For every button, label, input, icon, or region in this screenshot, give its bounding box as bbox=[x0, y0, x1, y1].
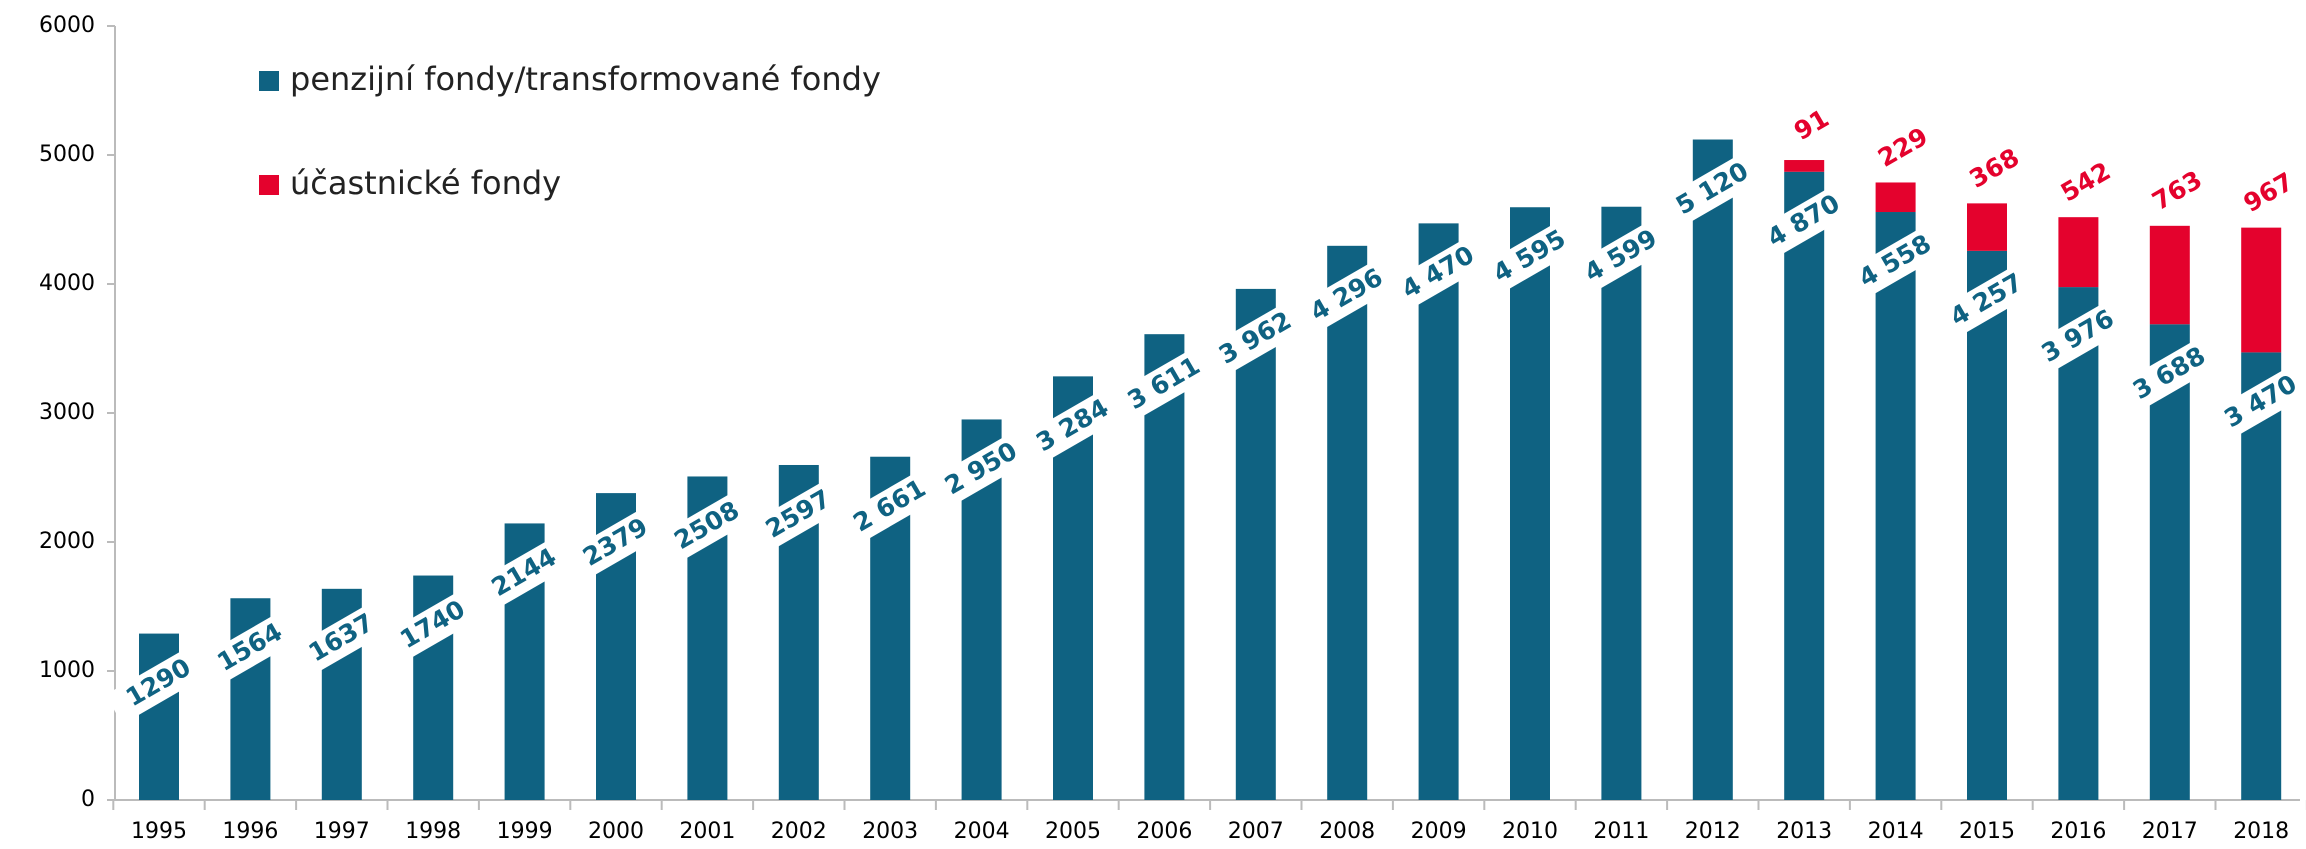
x-tick-label: 2011 bbox=[1593, 819, 1649, 844]
data-label-group: 967 bbox=[2239, 167, 2299, 218]
label-break bbox=[1385, 232, 1493, 315]
x-tick-label: 2018 bbox=[2233, 819, 2289, 844]
data-label-group: 542 bbox=[2056, 156, 2116, 207]
x-tick-label: 2005 bbox=[1045, 819, 1101, 844]
label-break bbox=[2024, 296, 2132, 378]
bar bbox=[1418, 223, 1459, 800]
data-label: 229 bbox=[1873, 122, 1933, 173]
x-tick-label: 2001 bbox=[679, 819, 735, 844]
label-break bbox=[1933, 260, 2041, 342]
label-break bbox=[1110, 343, 1218, 425]
data-label-group: 368 bbox=[1964, 142, 2024, 193]
label-break bbox=[562, 502, 670, 584]
bar bbox=[1510, 207, 1550, 800]
x-tick-label: 2016 bbox=[2050, 819, 2106, 844]
x-tick-label: 2007 bbox=[1228, 819, 1284, 844]
bar bbox=[1327, 245, 1368, 801]
data-label: 91 bbox=[1789, 103, 1834, 146]
x-tick-label: 2008 bbox=[1319, 819, 1375, 844]
y-tick-label: 6000 bbox=[39, 13, 95, 38]
label-break bbox=[471, 532, 579, 615]
x-tick-label: 2000 bbox=[588, 819, 644, 844]
data-label-group: 229 bbox=[1873, 122, 1933, 173]
bar bbox=[2058, 217, 2099, 288]
y-tick-label: 4000 bbox=[39, 271, 95, 296]
x-tick-label: 1999 bbox=[497, 819, 553, 844]
x-tick-label: 2002 bbox=[771, 819, 827, 844]
y-tick-label: 1000 bbox=[39, 658, 95, 683]
label-break bbox=[1476, 216, 1584, 298]
bar bbox=[2058, 287, 2099, 800]
x-tick-label: 2014 bbox=[1868, 819, 1924, 844]
bar bbox=[1875, 182, 1916, 213]
label-break bbox=[1842, 221, 1950, 303]
x-tick-label: 2012 bbox=[1685, 819, 1741, 844]
y-tick-label: 0 bbox=[81, 787, 95, 812]
bar bbox=[2149, 324, 2190, 800]
data-label: 763 bbox=[2147, 165, 2207, 216]
bar bbox=[1784, 160, 1825, 172]
bar bbox=[2149, 225, 2190, 325]
legend-label: penzijní fondy/transformované fondy bbox=[290, 60, 881, 98]
bar bbox=[1601, 206, 1642, 800]
label-break bbox=[1567, 216, 1675, 298]
x-tick-label: 2003 bbox=[862, 819, 918, 844]
label-break bbox=[2116, 333, 2224, 415]
label-break bbox=[836, 466, 944, 548]
data-label-group: 91 bbox=[1789, 103, 1834, 146]
label-break bbox=[1750, 181, 1858, 263]
label-break bbox=[288, 598, 396, 680]
data-label-group: 763 bbox=[2147, 165, 2207, 216]
bar bbox=[1784, 171, 1825, 800]
bar bbox=[1692, 139, 1733, 800]
label-break bbox=[653, 485, 761, 568]
x-tick-label: 2004 bbox=[954, 819, 1010, 844]
data-label: 542 bbox=[2056, 156, 2116, 207]
label-break bbox=[1019, 385, 1127, 468]
data-label: 368 bbox=[1964, 142, 2024, 193]
x-tick-label: 2015 bbox=[1959, 819, 2015, 844]
label-break bbox=[928, 428, 1036, 511]
bar bbox=[1967, 250, 2007, 801]
label-break bbox=[1293, 255, 1401, 337]
data-label: 967 bbox=[2239, 167, 2299, 218]
bar bbox=[1967, 203, 2007, 251]
label-break bbox=[745, 474, 853, 556]
x-tick-label: 2017 bbox=[2142, 819, 2198, 844]
x-tick-label: 2010 bbox=[1502, 819, 1558, 844]
bar bbox=[1235, 288, 1276, 800]
bar bbox=[2241, 227, 2282, 353]
y-tick-label: 2000 bbox=[39, 529, 95, 554]
label-break bbox=[1659, 148, 1767, 231]
legend-label: účastnické fondy bbox=[290, 164, 561, 202]
legend-swatch bbox=[259, 175, 279, 195]
x-tick-label: 2013 bbox=[1776, 819, 1832, 844]
legend-swatch bbox=[259, 71, 279, 91]
bar bbox=[1144, 334, 1185, 800]
label-break bbox=[379, 584, 487, 667]
label-break bbox=[1202, 298, 1310, 380]
label-break bbox=[2207, 361, 2306, 444]
label-break bbox=[105, 642, 213, 725]
x-tick-label: 1995 bbox=[131, 819, 187, 844]
x-tick-label: 1996 bbox=[222, 819, 278, 844]
x-tick-label: 1998 bbox=[405, 819, 461, 844]
label-break bbox=[196, 607, 304, 689]
x-tick-label: 2009 bbox=[1411, 819, 1467, 844]
bar bbox=[1875, 212, 1916, 800]
x-tick-label: 2006 bbox=[1136, 819, 1192, 844]
x-tick-label: 1997 bbox=[314, 819, 370, 844]
y-tick-label: 5000 bbox=[39, 142, 95, 167]
y-tick-label: 3000 bbox=[39, 400, 95, 425]
